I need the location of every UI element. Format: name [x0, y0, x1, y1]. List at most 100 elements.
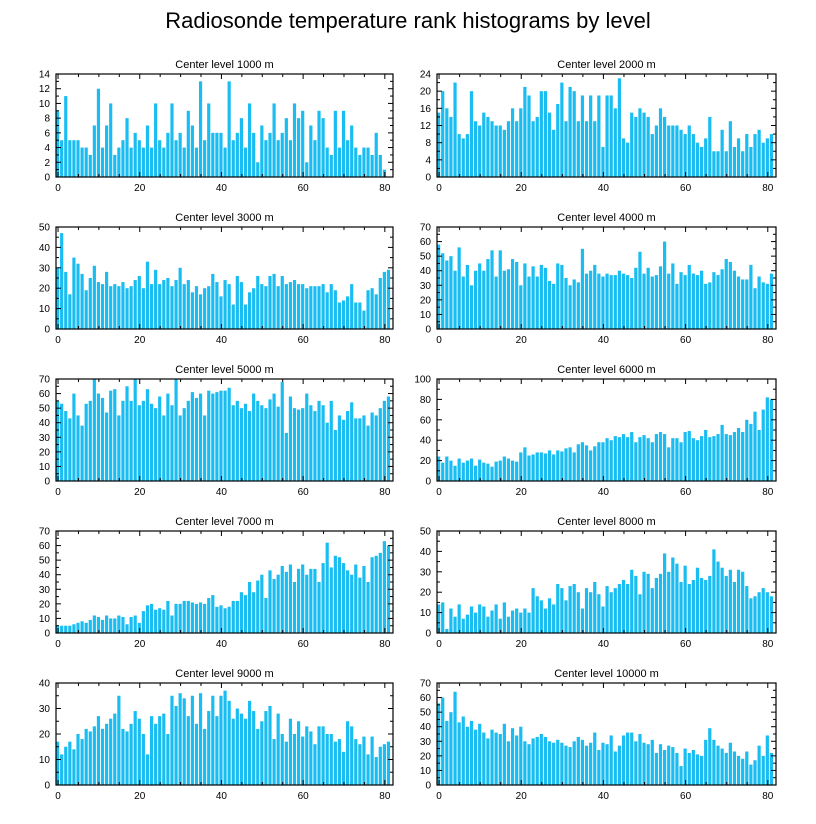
bar — [374, 132, 378, 177]
bar — [494, 604, 498, 633]
bar — [301, 736, 305, 785]
bar — [634, 267, 638, 329]
bar — [654, 275, 658, 329]
bar — [219, 296, 223, 329]
bar — [482, 732, 486, 785]
bar — [137, 405, 141, 481]
bar — [531, 266, 535, 329]
bar — [589, 270, 593, 329]
bar — [457, 134, 461, 177]
bar — [125, 624, 129, 633]
y-tick-label: 10 — [420, 310, 432, 321]
bar — [84, 290, 88, 329]
bar — [699, 270, 704, 329]
y-tick-label: 0 — [44, 629, 50, 640]
y-tick-label: 0 — [425, 325, 431, 336]
bar — [96, 716, 101, 785]
bar — [679, 582, 683, 633]
y-tick-label: 10 — [39, 99, 51, 110]
bar — [769, 273, 774, 329]
bar — [125, 288, 129, 329]
bar — [370, 288, 374, 329]
bar — [109, 618, 113, 633]
bar — [568, 285, 572, 329]
bar — [712, 739, 716, 785]
bar — [194, 397, 199, 481]
bar — [539, 734, 543, 785]
bar — [109, 103, 113, 177]
bar — [589, 592, 593, 633]
bar — [498, 460, 502, 481]
bar — [704, 739, 708, 785]
bar — [223, 280, 227, 329]
bar — [609, 275, 613, 329]
bar — [178, 693, 182, 785]
bar — [301, 408, 305, 481]
bar — [346, 721, 350, 785]
bar — [564, 600, 568, 633]
bar — [749, 264, 753, 329]
bar — [149, 284, 154, 329]
bar — [732, 432, 737, 481]
bar — [626, 584, 630, 633]
panel-title: Center level 3000 m — [175, 212, 273, 224]
y-tick-label: 0 — [425, 629, 431, 640]
bar — [441, 462, 445, 481]
bar — [256, 580, 260, 633]
bar — [190, 125, 194, 177]
bar — [162, 713, 166, 785]
bar — [465, 726, 469, 785]
bar — [317, 582, 321, 633]
bar — [203, 728, 207, 785]
bar — [704, 138, 708, 178]
bar — [749, 423, 753, 481]
bar — [589, 742, 593, 785]
bar — [679, 129, 683, 177]
bar — [593, 121, 597, 177]
bar — [227, 387, 231, 481]
bar — [186, 280, 190, 329]
bar — [362, 565, 366, 633]
bar — [350, 574, 354, 633]
bar — [235, 708, 239, 785]
bar — [272, 579, 276, 633]
bar — [301, 284, 305, 329]
bar — [465, 264, 469, 329]
bar — [96, 393, 101, 481]
bar — [84, 728, 88, 785]
bar — [478, 723, 482, 785]
bar — [239, 282, 243, 329]
bar — [564, 448, 568, 481]
bar — [100, 397, 105, 481]
bar — [613, 588, 617, 633]
bar — [646, 116, 650, 177]
bar — [166, 278, 170, 329]
bar — [154, 723, 158, 785]
y-tick-label: 0 — [44, 781, 50, 792]
panel-title: Center level 4000 m — [557, 212, 655, 224]
bar — [292, 280, 297, 329]
bar — [761, 588, 765, 633]
bar — [341, 751, 346, 785]
bar — [366, 754, 370, 785]
y-tick-label: 16 — [420, 104, 432, 115]
bar — [572, 279, 576, 329]
bar — [621, 138, 626, 178]
bar — [757, 129, 761, 177]
x-tick-label: 60 — [298, 183, 310, 194]
y-tick-label: 70 — [420, 679, 432, 690]
bar — [457, 722, 461, 785]
bar — [145, 754, 150, 785]
x-tick-label: 80 — [379, 335, 391, 346]
bar — [732, 582, 737, 633]
bar — [358, 577, 362, 633]
y-tick-label: 100 — [414, 375, 431, 386]
bar — [109, 390, 113, 481]
bar — [321, 726, 325, 785]
bar — [297, 118, 301, 177]
bar — [605, 95, 609, 177]
x-tick-label: 80 — [379, 639, 391, 650]
bar — [527, 95, 531, 177]
panel-title: Center level 6000 m — [557, 364, 655, 376]
bar — [461, 462, 465, 481]
